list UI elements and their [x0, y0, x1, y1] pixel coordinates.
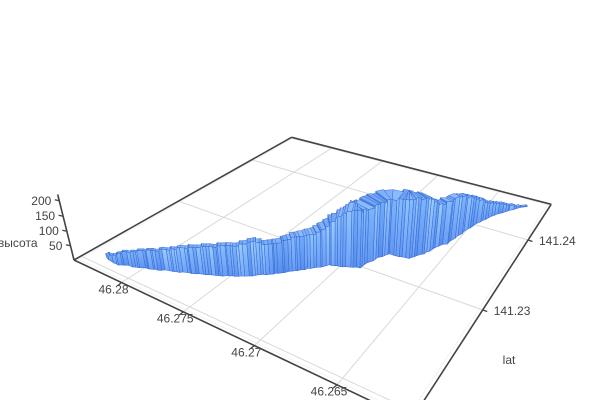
svg-text:141.24: 141.24 [539, 234, 576, 248]
svg-text:высота: высота [0, 236, 38, 250]
svg-text:46.265: 46.265 [311, 385, 348, 399]
svg-text:50: 50 [49, 239, 63, 253]
svg-text:46.28: 46.28 [98, 282, 128, 296]
svg-text:lat: lat [503, 353, 516, 367]
svg-text:141.23: 141.23 [494, 304, 531, 318]
svg-text:200: 200 [31, 194, 51, 208]
svg-text:46.275: 46.275 [157, 312, 194, 326]
svg-text:100: 100 [39, 224, 59, 238]
svg-text:46.27: 46.27 [231, 345, 261, 359]
svg-text:150: 150 [35, 209, 55, 223]
